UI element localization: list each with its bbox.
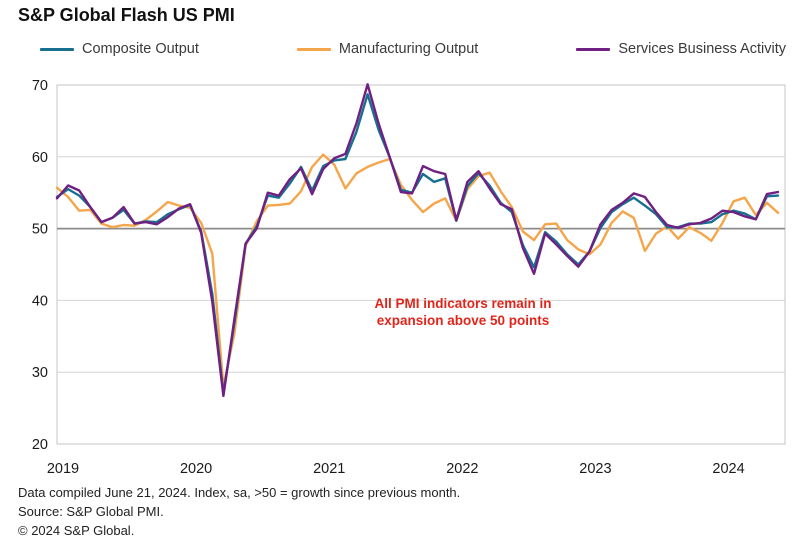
x-axis-tick-label: 2021 (313, 461, 345, 477)
legend-item-composite: Composite Output (40, 41, 199, 57)
chart-title: S&P Global Flash US PMI (18, 5, 235, 25)
chart-legend: Composite Output Manufacturing Output Se… (0, 37, 800, 61)
x-axis-tick-label: 2019 (47, 461, 79, 477)
manufacturing-line-swatch (296, 47, 331, 51)
x-axis-tick-label: 2024 (712, 461, 744, 477)
y-axis-tick-label: 60 (32, 150, 48, 166)
legend-label-services: Services Business Activity (618, 41, 786, 57)
services-line-swatch (576, 47, 611, 51)
legend-label-manufacturing: Manufacturing Output (338, 41, 479, 57)
pmi-chart: 20 30 40 50 60 70 2019 2020 2021 2022 2023 2024 All … (32, 78, 786, 477)
chart-footer: Data compiled June 21, 2024. Index, sa, … (18, 483, 460, 540)
y-axis-tick-label: 30 (32, 365, 48, 381)
series-line-manufacturing-output (55, 153, 780, 388)
y-axis-tick-label: 20 (32, 437, 48, 453)
footer-copyright: © 2024 S&P Global. (18, 523, 135, 538)
y-axis-tick-label: 50 (32, 222, 48, 238)
footer-note: Data compiled June 21, 2024. Index, sa, … (18, 485, 461, 500)
legend-item-services: Services Business Activity (576, 41, 786, 57)
series-line-services-business-activity (55, 83, 780, 398)
legend-label-composite: Composite Output (82, 41, 199, 57)
composite-line-swatch (40, 47, 74, 51)
x-axis-tick-label: 2020 (180, 461, 212, 477)
annotation-text: All PMI indicators remain in (374, 296, 551, 311)
y-axis-tick-label: 40 (32, 293, 48, 309)
footer-source: Source: S&P Global PMI. (18, 504, 164, 519)
legend-item-manufacturing: Manufacturing Output (296, 41, 479, 57)
annotation-text: expansion above 50 points (377, 313, 550, 328)
plot-border (56, 84, 786, 445)
y-axis-tick-label: 70 (32, 78, 48, 94)
series-line-composite-output (55, 93, 780, 395)
x-axis-tick-label: 2023 (579, 461, 611, 477)
x-axis-tick-label: 2022 (446, 461, 478, 477)
